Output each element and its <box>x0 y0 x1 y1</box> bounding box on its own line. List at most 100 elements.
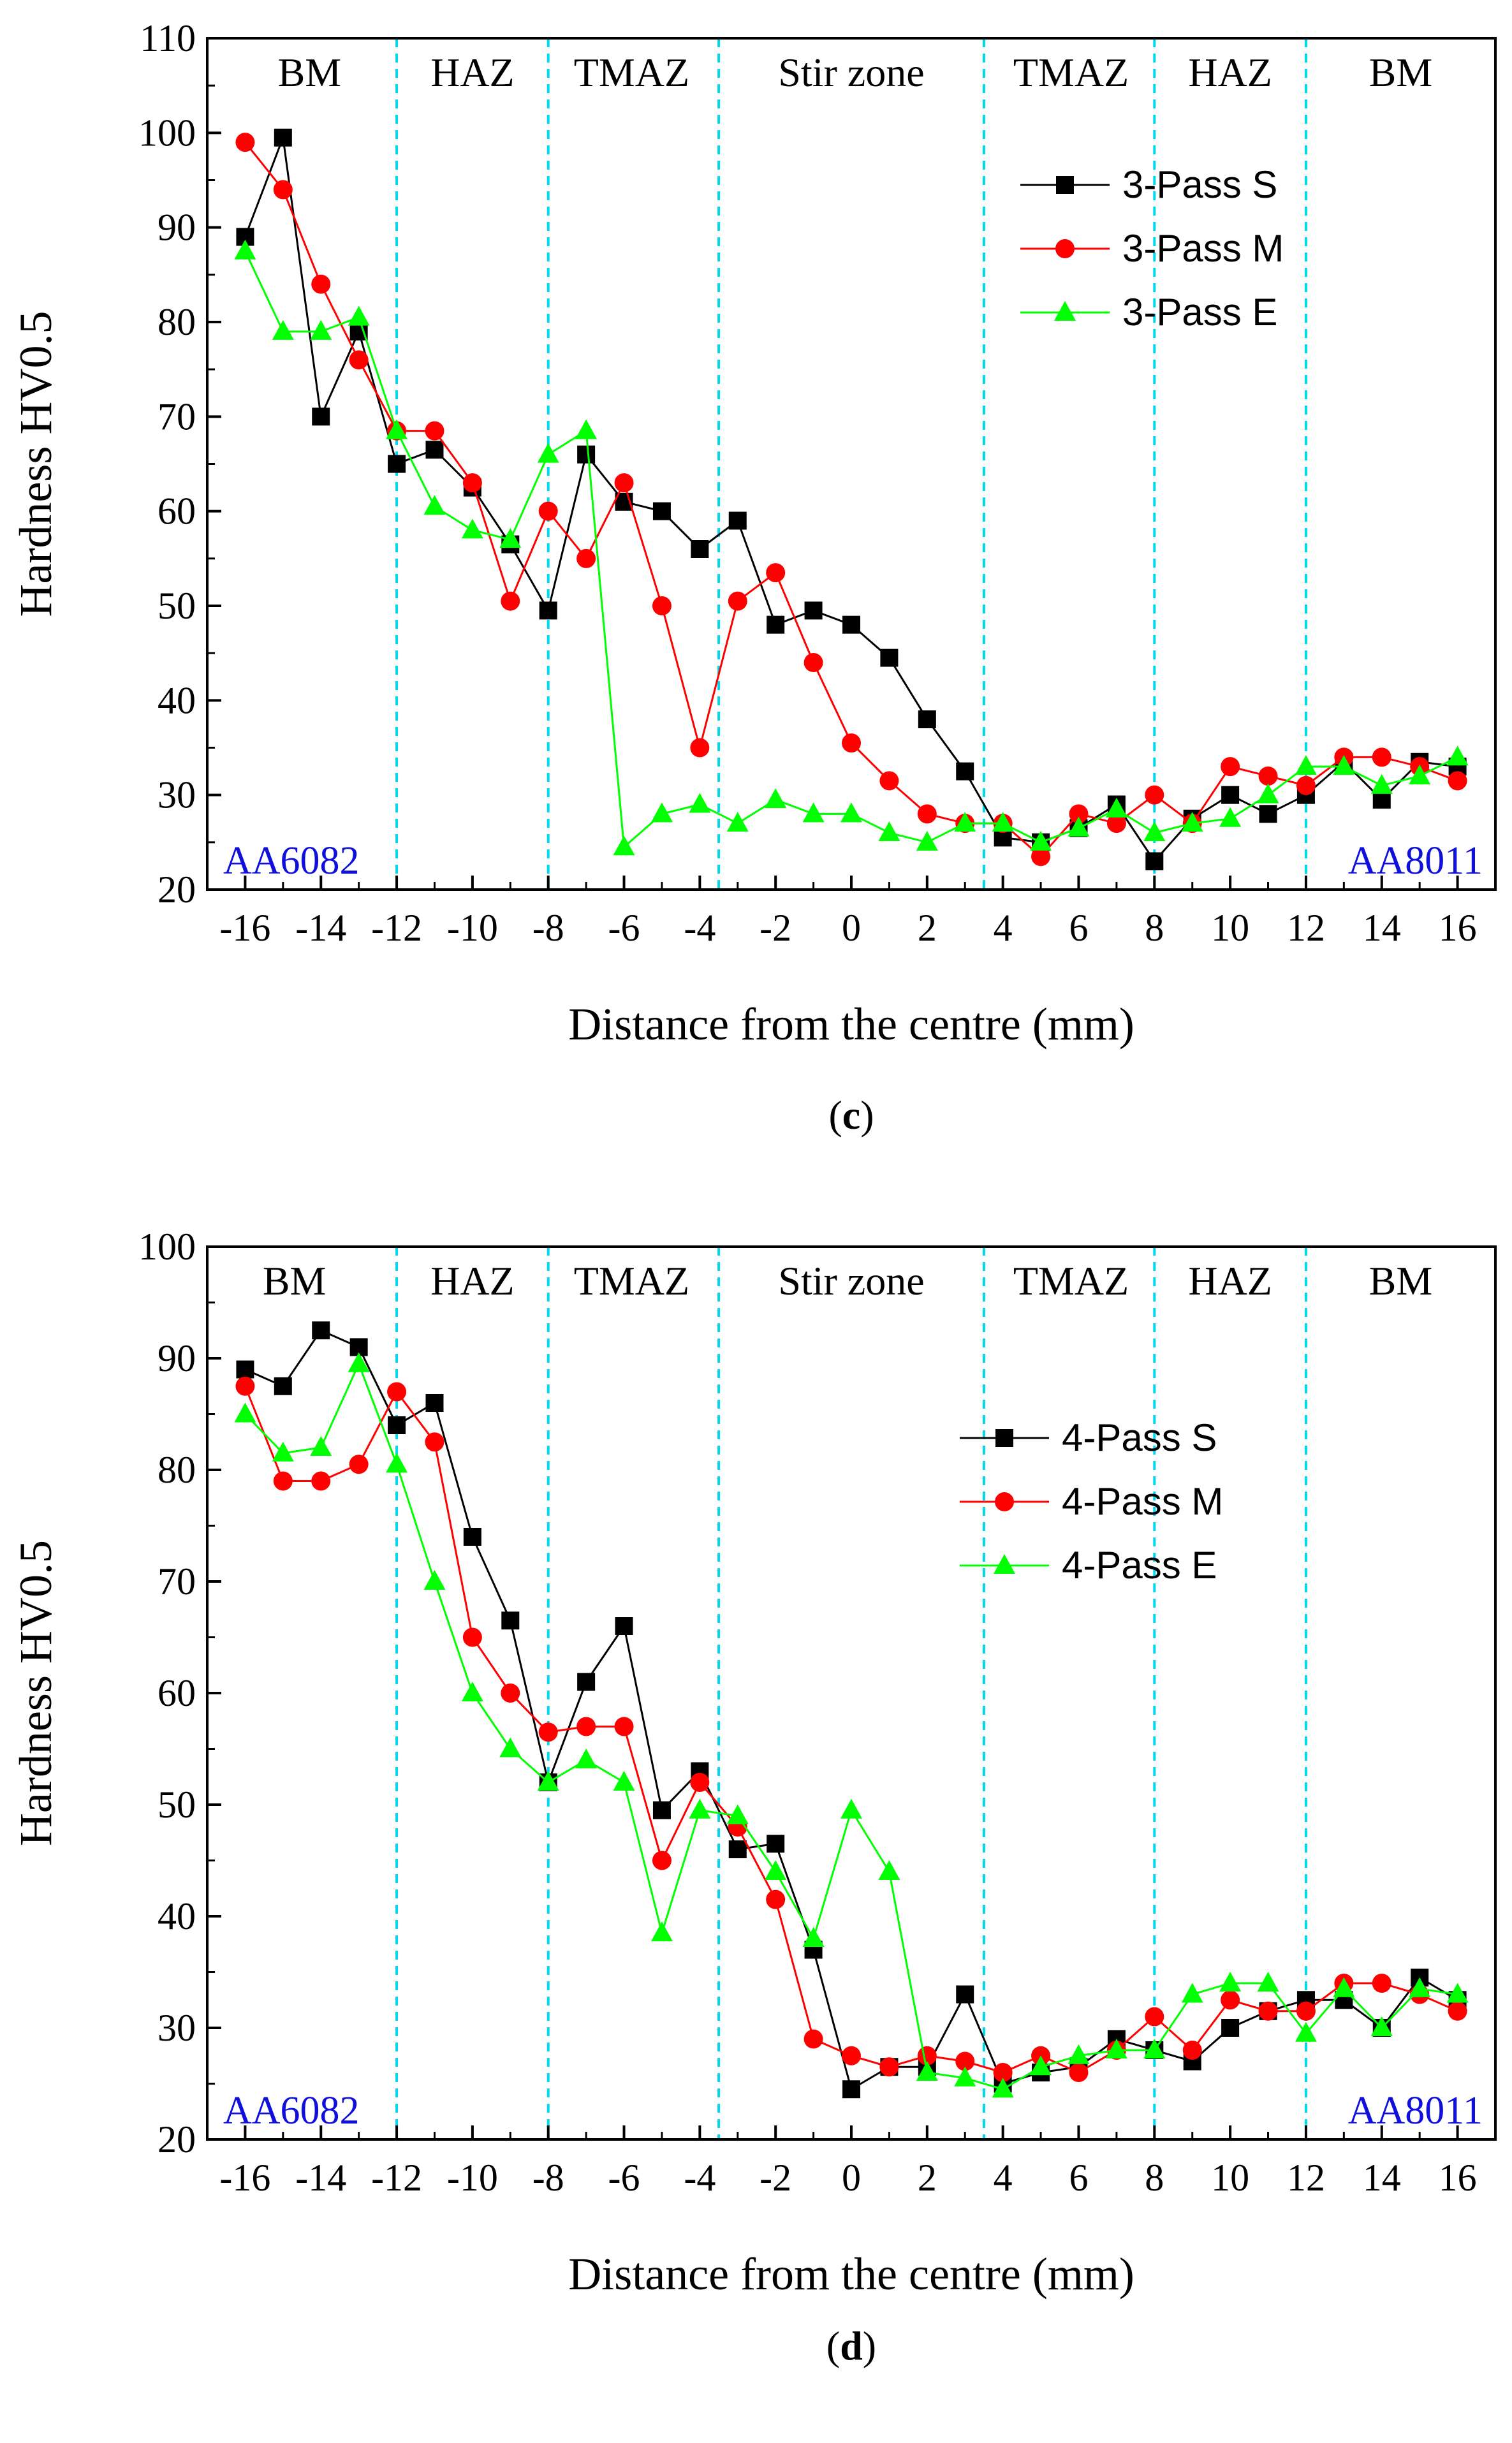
data-point-E-8 <box>537 1771 559 1791</box>
hardness-chart-panel-d: 20 30 40 50 60 70 80 90 100 -16 -14 -12 -10 -8 -6 -4 -2 0… <box>10 1226 1497 2368</box>
zone-label-5: HAZ <box>1188 50 1272 95</box>
data-point-E-13 <box>726 1804 749 1824</box>
data-point-E-4 <box>386 1453 408 1473</box>
data-point-E-23 <box>1105 797 1127 818</box>
data-point-S-13 <box>728 1840 747 1858</box>
data-point-E-22 <box>1068 816 1090 837</box>
data-point-E-7 <box>499 1737 522 1757</box>
data-point-M-26 <box>1221 757 1240 777</box>
y-tick-label-2: 40 <box>158 1895 196 1937</box>
panel-label-letter: c <box>842 1092 860 1138</box>
data-point-S-2 <box>312 407 330 426</box>
x-tick-label-8: 0 <box>842 2157 861 2199</box>
zone-label-4: TMAZ <box>1013 1258 1129 1303</box>
y-axis-title: Hardness HV0.5 <box>10 1540 61 1846</box>
x-tick-label-5: -6 <box>608 2157 640 2199</box>
legend-marker-M <box>995 1492 1014 1511</box>
data-point-M-24 <box>1145 2007 1164 2027</box>
x-tick-label-2: -12 <box>371 2157 422 2199</box>
data-point-E-5 <box>423 1570 446 1590</box>
data-point-S-15 <box>804 601 823 620</box>
data-point-S-0 <box>236 1360 254 1379</box>
data-point-E-11 <box>650 802 673 823</box>
data-point-E-11 <box>650 1921 673 1942</box>
data-point-E-26 <box>1219 807 1242 827</box>
data-point-S-19 <box>956 1985 974 2004</box>
data-point-M-1 <box>273 180 293 200</box>
data-point-E-14 <box>765 788 787 809</box>
data-point-M-5 <box>425 1432 444 1452</box>
data-point-M-8 <box>538 501 558 521</box>
data-point-S-24 <box>1145 852 1164 870</box>
data-point-E-32 <box>1446 1983 1469 2003</box>
x-tick-label-6: -4 <box>684 907 716 949</box>
y-tick-label-4: 60 <box>158 1672 196 1714</box>
data-point-S-11 <box>652 502 671 520</box>
legend-marker-S <box>995 1429 1013 1447</box>
data-point-S-16 <box>842 615 860 634</box>
data-point-E-32 <box>1446 745 1469 766</box>
data-point-E-27 <box>1257 1972 1279 1992</box>
zone-label-6: BM <box>1369 1258 1433 1303</box>
data-point-S-16 <box>842 2080 860 2099</box>
data-point-M-2 <box>311 1471 331 1491</box>
data-point-M-30 <box>1372 1974 1391 1993</box>
x-tick-label-4: -8 <box>532 2157 564 2199</box>
x-axis-title: Distance from the centre (mm) <box>568 999 1134 1050</box>
x-tick-label-11: 6 <box>1069 907 1088 949</box>
data-point-M-26 <box>1221 1990 1240 2010</box>
data-point-E-30 <box>1370 774 1393 794</box>
legend-label-S: 3-Pass S <box>1122 163 1277 206</box>
data-point-S-18 <box>918 710 936 728</box>
data-point-S-14 <box>767 1835 785 1853</box>
x-tick-label-3: -10 <box>447 907 498 949</box>
y-tick-label-8: 100 <box>138 112 196 154</box>
panel-label-close: ) <box>860 1092 874 1138</box>
data-point-S-19 <box>956 762 974 781</box>
data-point-E-5 <box>423 495 446 515</box>
zone-label-0: BM <box>278 50 342 95</box>
data-point-E-29 <box>1333 755 1355 775</box>
y-axis-title: Hardness HV0.5 <box>10 311 61 617</box>
data-point-M-22 <box>1069 804 1089 824</box>
data-point-M-19 <box>955 2051 975 2071</box>
y-tick-label-3: 50 <box>158 1784 196 1826</box>
y-tick-label-8: 100 <box>138 1226 196 1268</box>
data-point-E-3 <box>348 1352 370 1372</box>
data-point-M-21 <box>1031 847 1051 867</box>
zone-label-1: HAZ <box>430 50 515 95</box>
x-tick-label-12: 8 <box>1145 2157 1164 2199</box>
x-tick-label-6: -4 <box>684 2157 716 2199</box>
y-tick-label-9: 110 <box>140 17 196 59</box>
x-tick-label-9: 2 <box>918 2157 937 2199</box>
zone-label-3: Stir zone <box>778 1258 924 1303</box>
data-point-M-1 <box>273 1471 293 1491</box>
data-point-M-11 <box>652 596 672 615</box>
data-point-E-16 <box>840 802 862 823</box>
data-point-M-20 <box>993 2063 1013 2082</box>
data-point-E-15 <box>802 1927 825 1947</box>
data-point-S-6 <box>463 1528 481 1546</box>
data-point-S-13 <box>728 511 747 530</box>
data-point-S-5 <box>425 1394 444 1412</box>
zone-label-6: BM <box>1369 50 1433 95</box>
material-label-left: AA6082 <box>223 2089 360 2132</box>
data-point-S-5 <box>425 441 444 459</box>
data-point-S-27 <box>1259 805 1277 823</box>
y-tick-label-5: 70 <box>158 1560 196 1603</box>
data-point-E-6 <box>461 518 483 539</box>
legend-label-M: 4-Pass M <box>1062 1480 1223 1523</box>
x-tick-label-4: -8 <box>532 907 564 949</box>
x-tick-label-7: -2 <box>760 907 791 949</box>
legend-label-S: 4-Pass S <box>1062 1416 1217 1459</box>
data-point-M-15 <box>804 2029 823 2049</box>
y-tick-label-0: 20 <box>158 869 196 911</box>
data-point-M-9 <box>576 548 596 568</box>
zone-label-5: HAZ <box>1188 1258 1272 1303</box>
data-point-M-11 <box>652 1851 672 1870</box>
data-point-M-15 <box>804 653 823 672</box>
data-point-E-16 <box>840 1798 862 1819</box>
x-tick-label-15: 14 <box>1363 2157 1401 2199</box>
data-point-E-30 <box>1370 2016 1393 2036</box>
data-point-S-8 <box>539 601 557 620</box>
